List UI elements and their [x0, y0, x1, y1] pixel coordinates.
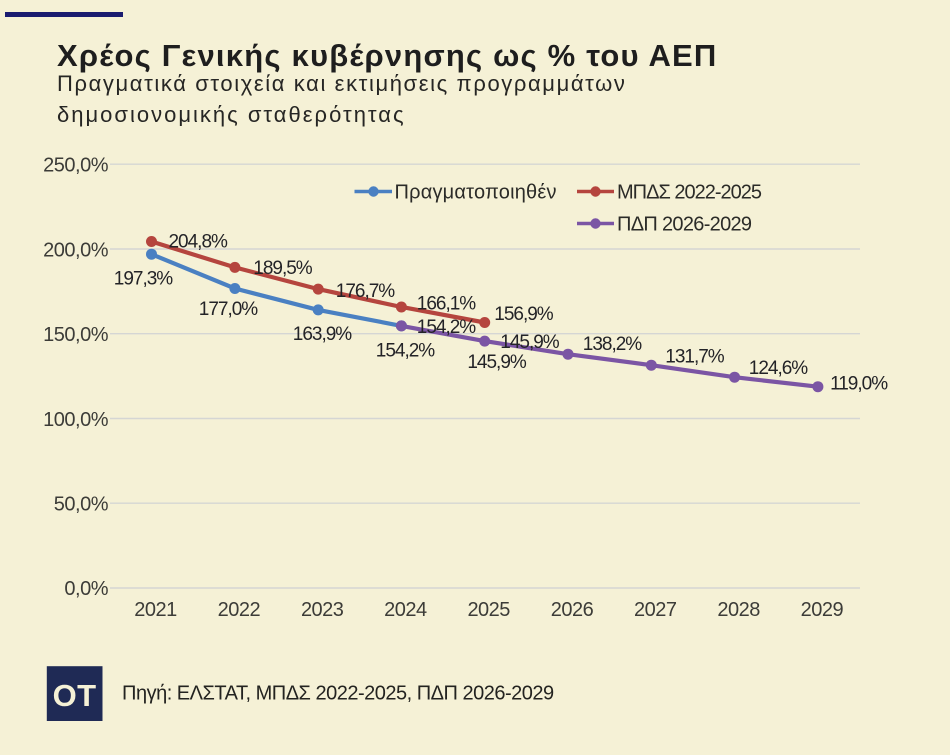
svg-text:124,6%: 124,6% [749, 358, 809, 379]
svg-text:156,9%: 156,9% [494, 304, 554, 325]
svg-text:50,0%: 50,0% [54, 494, 109, 516]
svg-text:119,0%: 119,0% [830, 374, 888, 395]
svg-text:2026: 2026 [551, 599, 594, 621]
svg-text:154,2%: 154,2% [417, 317, 477, 338]
svg-text:2021: 2021 [134, 599, 177, 621]
svg-text:2022: 2022 [218, 599, 261, 621]
svg-text:131,7%: 131,7% [665, 347, 725, 368]
svg-text:2029: 2029 [801, 599, 844, 621]
svg-text:150,0%: 150,0% [43, 324, 109, 346]
svg-text:2025: 2025 [467, 599, 510, 621]
svg-text:2027: 2027 [634, 599, 677, 621]
svg-text:166,1%: 166,1% [417, 294, 477, 315]
svg-text:Πηγή: ΕΛΣΤΑΤ, ΜΠΔΣ 2022-2025,: Πηγή: ΕΛΣΤΑΤ, ΜΠΔΣ 2022-2025, ΠΔΠ 2026-2… [122, 683, 554, 705]
svg-text:197,3%: 197,3% [114, 269, 174, 290]
svg-text:177,0%: 177,0% [199, 299, 259, 320]
svg-text:154,2%: 154,2% [376, 341, 436, 362]
svg-text:145,9%: 145,9% [500, 332, 560, 353]
svg-text:200,0%: 200,0% [43, 239, 109, 261]
svg-text:2024: 2024 [384, 599, 427, 621]
svg-text:Πραγματοποιηθέν: Πραγματοποιηθέν [395, 182, 557, 204]
svg-text:2028: 2028 [717, 599, 760, 621]
svg-text:Πραγματικά στοιχεία και εκτιμή: Πραγματικά στοιχεία και εκτιμήσεις προγρ… [57, 71, 627, 96]
svg-text:250,0%: 250,0% [43, 155, 109, 177]
svg-text:145,9%: 145,9% [467, 352, 527, 373]
svg-text:176,7%: 176,7% [336, 281, 396, 302]
svg-text:189,5%: 189,5% [253, 258, 313, 279]
svg-text:204,8%: 204,8% [168, 232, 228, 253]
svg-text:ΠΔΠ 2026-2029: ΠΔΠ 2026-2029 [617, 214, 752, 236]
svg-text:138,2%: 138,2% [583, 334, 643, 355]
svg-text:0,0%: 0,0% [64, 578, 108, 600]
svg-text:Χρέος Γενικής κυβέρνησης ως %: Χρέος Γενικής κυβέρνησης ως % του ΑΕΠ [57, 38, 718, 73]
svg-text:2023: 2023 [301, 599, 344, 621]
svg-text:163,9%: 163,9% [293, 324, 353, 345]
svg-text:OT: OT [53, 678, 97, 713]
svg-text:100,0%: 100,0% [43, 409, 109, 431]
svg-text:δημοσιονομικής σταθερότητας: δημοσιονομικής σταθερότητας [57, 102, 406, 127]
svg-text:ΜΠΔΣ 2022-2025: ΜΠΔΣ 2022-2025 [617, 182, 762, 204]
